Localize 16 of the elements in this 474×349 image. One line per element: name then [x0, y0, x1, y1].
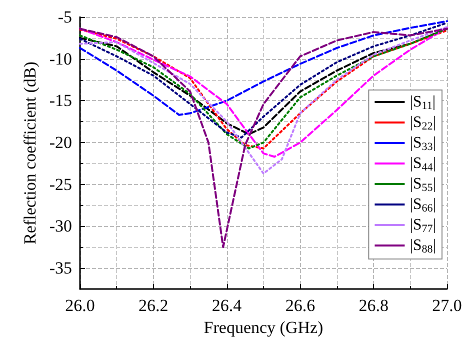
- x-tick-label: 27.0: [432, 296, 462, 315]
- x-tick-label: 26.0: [65, 296, 95, 315]
- line-series: [79, 20, 448, 116]
- y-tick-label: -5: [58, 8, 72, 26]
- y-tick-label: -30: [49, 216, 72, 236]
- x-tick-label: 26.2: [138, 296, 168, 315]
- x-tick-label: 26.8: [358, 296, 388, 315]
- x-tick-label: 26.6: [285, 296, 316, 315]
- y-tick-label: -25: [49, 174, 72, 194]
- y-tick-label: -20: [49, 133, 72, 152]
- x-tick-label: 26.4: [212, 296, 242, 315]
- y-axis-title: Reflection coefficient (dB): [20, 62, 40, 244]
- y-tick-label: -35: [49, 258, 72, 278]
- y-tick-label: -15: [49, 91, 72, 110]
- y-tick-label: -10: [49, 49, 72, 68]
- x-axis-title: Frequency (GHz): [204, 318, 324, 337]
